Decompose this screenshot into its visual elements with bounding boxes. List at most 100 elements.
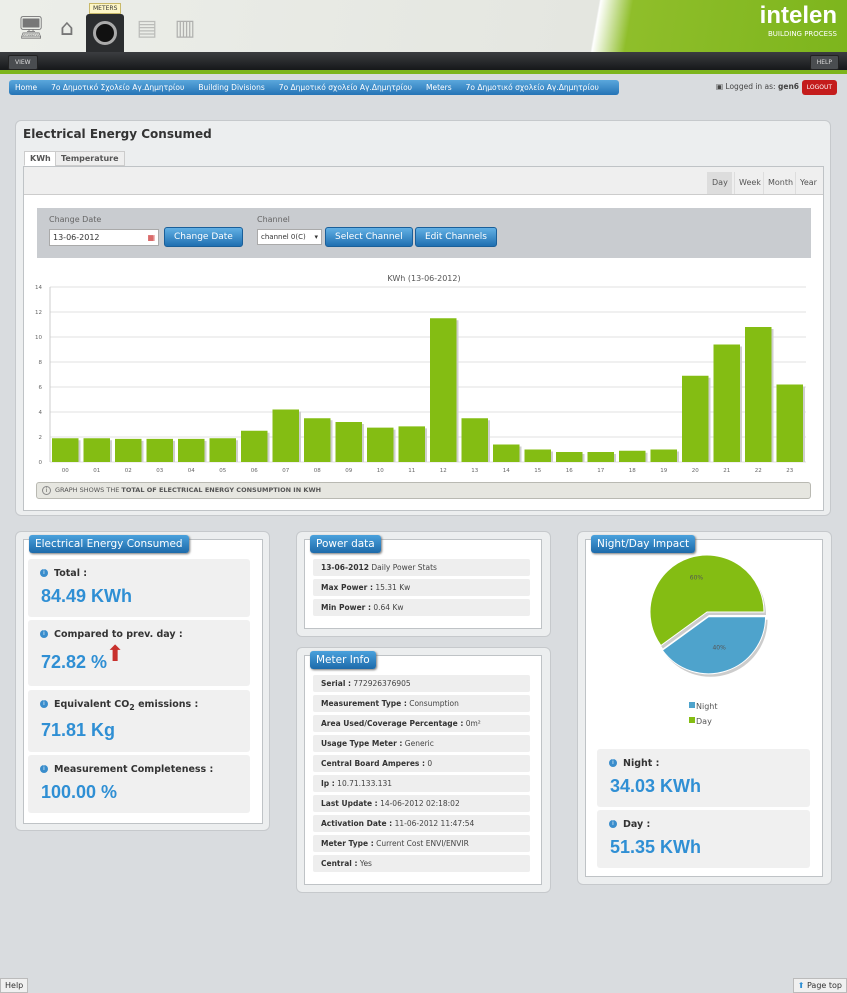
edit-channels-button[interactable]: Edit Channels (415, 227, 497, 247)
bar-13[interactable] (461, 418, 489, 462)
arrow-up-icon: ⬆ (797, 981, 807, 990)
bar-18[interactable] (619, 450, 646, 462)
crumb-meter[interactable]: 7ο Δημοτικό σχολείο Αγ.Δημητρίου (465, 83, 599, 92)
day-value: 51.35 KWh (610, 837, 702, 857)
building-icon[interactable]: ⌂ (60, 16, 74, 41)
x-tick-label: 16 (566, 468, 573, 474)
channel-select[interactable]: channel 0(C) ▾ (257, 229, 322, 245)
night-day-pie: 40% 60% Night Day (649, 554, 768, 726)
bar-03[interactable] (146, 438, 174, 462)
meter-info-label: Meter Type : (321, 839, 374, 848)
calendar-icon[interactable]: ▦ (147, 233, 155, 242)
x-tick-label: 05 (219, 468, 226, 474)
bar-11[interactable] (398, 426, 426, 462)
crumb-school[interactable]: 7ο Δημοτικό Σχολείο Αγ.Δημητρίου (51, 83, 185, 92)
username: gen6 (777, 82, 799, 91)
money-icon[interactable]: ▥ (174, 16, 196, 41)
co2-label: Equivalent CO (54, 699, 130, 710)
computer-icon[interactable]: 🖥 (17, 16, 45, 41)
bar-06[interactable] (241, 430, 268, 462)
select-channel-button[interactable]: Select Channel (325, 227, 413, 247)
bar-19[interactable] (650, 449, 678, 463)
meter-info-value: 11-06-2012 11:47:54 (394, 819, 475, 828)
bar-10[interactable] (367, 427, 394, 462)
bar-15[interactable] (524, 449, 552, 463)
bar-14[interactable] (493, 444, 520, 463)
bar-12[interactable] (430, 318, 457, 462)
co2-value: 71.81 Kg (41, 720, 116, 740)
bar-20[interactable] (682, 375, 709, 462)
compared-stat: i Compared to prev. day : 72.82 % ⬆ (28, 620, 250, 686)
bar-21[interactable] (713, 344, 741, 463)
legend-night: Night (696, 702, 718, 711)
x-tick-label: 22 (755, 468, 762, 474)
x-tick-label: 07 (282, 468, 289, 474)
period-week[interactable]: Week (734, 172, 765, 194)
meter-info-row: Serial : 772926376905 (313, 675, 530, 692)
date-value: 13-06-2012 (53, 233, 100, 242)
date-input[interactable]: 13-06-2012 ▦ (49, 229, 159, 246)
y-tick-label: 6 (39, 385, 43, 391)
note-bold: TOTAL OF ELECTRICAL ENERGY CONSUMPTION I… (121, 486, 322, 494)
chart-title: KWh (13-06-2012) (387, 274, 460, 283)
bar-22[interactable] (745, 327, 772, 462)
min-power-row: Min Power : 0.64 Kw (313, 599, 530, 616)
meter-info-label: Serial : (321, 679, 351, 688)
bar-09[interactable] (335, 422, 363, 462)
bar-00[interactable] (52, 438, 79, 462)
logo-name: intelen (759, 2, 837, 29)
bar-02[interactable] (115, 438, 142, 462)
help-button[interactable]: HELP (809, 55, 839, 70)
meter-info-row: Central : Yes (313, 855, 530, 872)
logout-button[interactable]: LOGOUT (801, 80, 837, 95)
tab-kwh[interactable]: KWh (24, 151, 57, 166)
x-tick-label: 20 (692, 468, 699, 474)
info-icon: i (42, 486, 51, 495)
x-tick-label: 18 (629, 468, 636, 474)
pie-slice-day[interactable] (649, 554, 765, 647)
crumb-home[interactable]: Home (15, 83, 38, 92)
bar-08[interactable] (304, 418, 331, 462)
breadcrumb: Home 7ο Δημοτικό Σχολείο Αγ.Δημητρίου Bu… (9, 80, 619, 95)
page-top-link[interactable]: ⬆ Page top (792, 978, 847, 993)
info-icon: i (40, 630, 48, 638)
bar-07[interactable] (272, 409, 300, 463)
min-power-value: 0.64 Kw (373, 603, 404, 612)
period-day[interactable]: Day (707, 172, 732, 194)
meter-info-label: Central Board Amperes : (321, 759, 426, 768)
x-tick-label: 04 (188, 468, 195, 474)
bar-04[interactable] (178, 438, 205, 462)
pie-slice-night[interactable] (661, 616, 767, 675)
bar-01[interactable] (83, 438, 111, 462)
total-label: Total : (54, 568, 88, 579)
crumb-meters[interactable]: Meters (426, 83, 452, 92)
meter-info-title: Meter Info (310, 651, 376, 669)
bar-16[interactable] (556, 452, 583, 462)
help-link[interactable]: Help (0, 978, 29, 993)
view-button[interactable]: VIEW (8, 55, 38, 70)
x-tick-label: 15 (534, 468, 541, 474)
bar-05[interactable] (209, 438, 237, 462)
x-tick-label: 13 (471, 468, 478, 474)
change-date-button[interactable]: Change Date (164, 227, 243, 247)
period-bar (24, 167, 823, 195)
day-stat: i Day : 51.35 KWh (597, 810, 810, 868)
period-month[interactable]: Month (763, 172, 797, 194)
bar-23[interactable] (776, 384, 804, 463)
report-icon[interactable]: ▤ (136, 16, 158, 41)
meter-info-row: Usage Type Meter : Generic (313, 735, 530, 752)
tab-temperature[interactable]: Temperature (55, 151, 125, 166)
total-value: 84.49 KWh (41, 586, 133, 606)
arrow-up-icon: ⬆ (106, 642, 125, 667)
meter-info-label: Usage Type Meter : (321, 739, 403, 748)
bar-17[interactable] (587, 452, 615, 462)
day-label: Day : (623, 819, 651, 830)
meter-info-value: Consumption (409, 699, 459, 708)
period-year[interactable]: Year (795, 172, 821, 194)
max-power-value: 15.31 Kw (375, 583, 411, 592)
meters-tab[interactable] (86, 14, 124, 52)
meter-info-label: Activation Date : (321, 819, 393, 828)
page-title: Electrical Energy Consumed (23, 127, 212, 141)
crumb-divisions[interactable]: Building Divisions (198, 83, 265, 92)
crumb-division[interactable]: 7ο Δημοτικό σχολείο Αγ.Δημητρίου (278, 83, 413, 92)
